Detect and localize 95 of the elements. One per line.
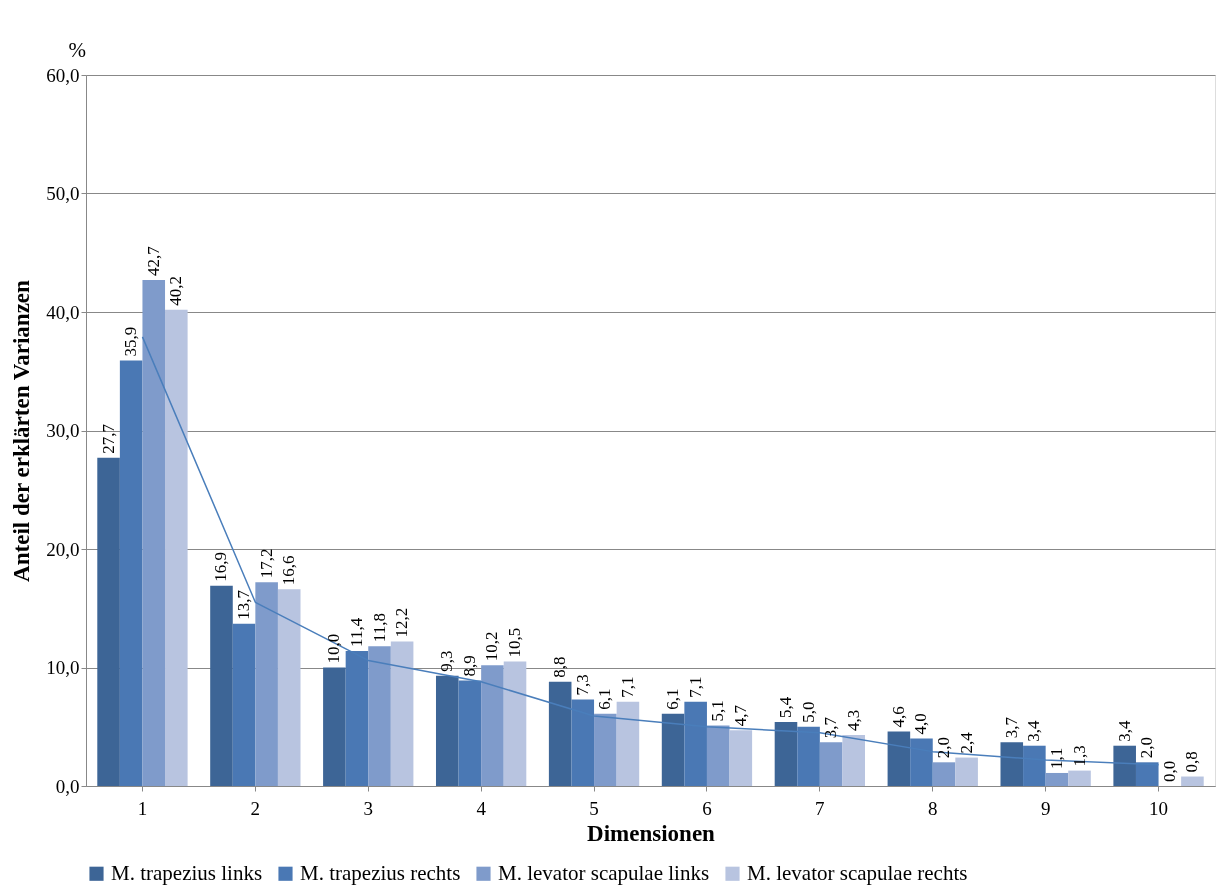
data-label: 4,7 bbox=[730, 704, 750, 727]
bar bbox=[774, 722, 798, 786]
bar bbox=[616, 701, 640, 786]
x-tick-label: 7 bbox=[815, 797, 825, 819]
data-label: 5,1 bbox=[708, 700, 728, 722]
data-label: 35,9 bbox=[121, 326, 141, 357]
x-tick-label: 5 bbox=[589, 797, 599, 819]
bar bbox=[232, 623, 256, 786]
bar bbox=[661, 713, 685, 786]
data-label: 0,0 bbox=[1159, 760, 1179, 782]
legend-label: M. trapezius rechts bbox=[300, 860, 461, 885]
bar bbox=[955, 757, 978, 786]
data-label: 4,3 bbox=[843, 709, 863, 732]
data-label: 17,2 bbox=[256, 548, 276, 579]
bar bbox=[481, 665, 504, 786]
data-label: 2,0 bbox=[1137, 737, 1157, 759]
data-label: 10,2 bbox=[482, 631, 502, 662]
data-label: 3,4 bbox=[1024, 719, 1044, 742]
legend-label: M. trapezius links bbox=[111, 860, 263, 885]
bar bbox=[368, 646, 391, 786]
data-label: 1,3 bbox=[1069, 745, 1089, 767]
bar bbox=[594, 713, 617, 786]
x-tick-label: 9 bbox=[1040, 797, 1051, 819]
bar bbox=[1181, 776, 1204, 786]
bar bbox=[97, 457, 120, 786]
x-tick-label: 10 bbox=[1149, 797, 1169, 819]
x-tick-label: 6 bbox=[702, 797, 712, 819]
data-label: 8,9 bbox=[459, 655, 479, 677]
data-label: 4,6 bbox=[888, 706, 908, 728]
data-label: 10,5 bbox=[505, 627, 525, 658]
x-tick-label: 3 bbox=[363, 797, 373, 819]
y-tick-label: 50,0 bbox=[46, 183, 80, 204]
bar bbox=[435, 675, 459, 786]
bar bbox=[165, 309, 188, 786]
y-tick-label: 20,0 bbox=[46, 538, 80, 560]
y-tick-label: 0,0 bbox=[55, 775, 80, 797]
bar bbox=[842, 735, 866, 786]
data-label: 5,0 bbox=[798, 701, 818, 723]
bar bbox=[210, 585, 233, 786]
x-axis-title: Dimensionen bbox=[587, 820, 716, 846]
bar bbox=[548, 681, 572, 786]
data-label: 1,1 bbox=[1046, 747, 1066, 769]
data-label: 16,6 bbox=[279, 555, 299, 586]
data-label: 13,7 bbox=[234, 589, 254, 620]
x-tick-label: 2 bbox=[250, 797, 261, 819]
data-label: 40,2 bbox=[166, 275, 186, 306]
data-label: 3,4 bbox=[1114, 719, 1134, 742]
y-tick-label: 40,0 bbox=[46, 301, 80, 323]
data-label: 0,8 bbox=[1182, 751, 1202, 773]
bar bbox=[887, 731, 911, 786]
legend-label: M. levator scapulae rechts bbox=[747, 860, 968, 885]
bar bbox=[1113, 745, 1136, 786]
bar bbox=[390, 641, 414, 786]
data-label: 16,9 bbox=[211, 551, 231, 582]
data-label: 7,3 bbox=[572, 674, 592, 696]
data-label: 8,8 bbox=[550, 656, 570, 678]
legend-label: M. levator scapulae links bbox=[498, 860, 710, 885]
y-axis-title: Anteil der erklärten Varianzen bbox=[9, 279, 35, 582]
data-label: 3,7 bbox=[821, 716, 841, 739]
data-label: 7,1 bbox=[685, 676, 705, 698]
text: % bbox=[68, 38, 86, 62]
data-label: 4,0 bbox=[911, 713, 931, 735]
data-label: 12,2 bbox=[392, 607, 412, 638]
data-label: 11,8 bbox=[369, 613, 389, 643]
data-label: 42,7 bbox=[143, 245, 163, 277]
bar bbox=[729, 730, 753, 786]
bar bbox=[119, 360, 143, 786]
data-label: 2,4 bbox=[956, 731, 976, 754]
bar bbox=[1045, 772, 1069, 786]
y-tick-label: 10,0 bbox=[46, 657, 80, 678]
data-label: 2,0 bbox=[934, 737, 954, 759]
bar bbox=[323, 667, 346, 786]
bar bbox=[1000, 742, 1024, 786]
data-label: 5,4 bbox=[775, 696, 795, 719]
bar bbox=[277, 589, 301, 786]
data-label: 9,3 bbox=[437, 650, 457, 672]
data-label: 27,7 bbox=[98, 423, 118, 454]
bar bbox=[255, 582, 278, 786]
bar bbox=[1068, 770, 1091, 786]
y-tick-label: 60,0 bbox=[46, 64, 80, 86]
x-tick-label: 1 bbox=[137, 797, 148, 819]
bar bbox=[932, 762, 956, 786]
data-label: 7,1 bbox=[617, 676, 637, 698]
data-label: 11,4 bbox=[346, 617, 366, 647]
x-tick-label: 8 bbox=[928, 797, 938, 819]
y-tick-label: 30,0 bbox=[46, 420, 80, 441]
bar bbox=[819, 742, 843, 786]
data-label: 6,1 bbox=[595, 688, 615, 710]
x-tick-label: 4 bbox=[476, 797, 487, 819]
bar bbox=[503, 661, 527, 786]
data-label: 6,1 bbox=[663, 688, 683, 710]
bar bbox=[706, 725, 730, 786]
data-label: 10,0 bbox=[324, 633, 344, 664]
data-label: 3,7 bbox=[1001, 716, 1021, 739]
bar bbox=[142, 280, 166, 786]
